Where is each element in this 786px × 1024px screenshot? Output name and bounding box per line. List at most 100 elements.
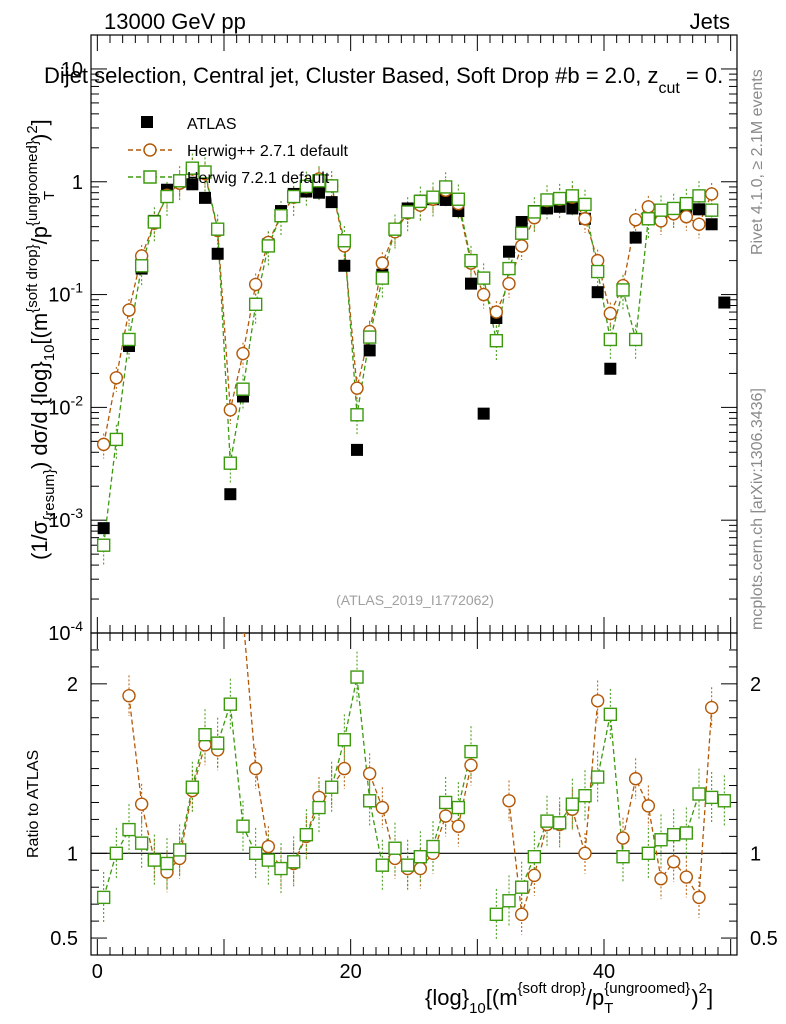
herwigpp-ratio-point <box>679 870 694 884</box>
herwig7-ratio-line <box>103 676 725 915</box>
xlab-s3b: T <box>604 1000 613 1017</box>
herwigpp-data-point <box>641 200 656 214</box>
herwig7-ratio-point <box>704 790 719 805</box>
herwig7-ratio-point <box>451 800 466 815</box>
herwig7-data-point <box>261 239 276 253</box>
herwig7-ratio-point <box>261 853 276 867</box>
atlas-data-point <box>199 191 211 204</box>
herwig7-ratio-point <box>527 850 542 864</box>
herwig7-ratio-point <box>413 850 428 864</box>
y-tick-base: 10 <box>61 59 83 81</box>
herwigpp-ratio-point <box>578 846 592 861</box>
herwig7-data-point <box>375 271 390 285</box>
xlab-s1: 10 <box>469 1000 486 1017</box>
legend-atlas-label: ATLAS <box>187 116 237 133</box>
y-tick-base: 10 <box>48 397 70 419</box>
main-series-layer <box>96 153 731 567</box>
herwig7-data-point <box>565 189 580 203</box>
herwig7-ratio-point <box>172 843 187 857</box>
herwig7-ratio-point <box>603 707 618 722</box>
herwigpp-data-point <box>679 210 694 224</box>
herwig7-ratio-point <box>590 770 605 784</box>
herwigpp-data-point <box>704 187 719 201</box>
herwigpp-data-point <box>248 277 263 292</box>
herwigpp-data-point <box>578 212 592 226</box>
xlab-p3: /p <box>586 985 604 1010</box>
ratio-y-tick-label-right: 0.5 <box>750 928 778 950</box>
herwig7-data-point <box>679 196 694 211</box>
herwigpp-ratio-point <box>641 799 656 813</box>
herwigpp-ratio-point <box>248 761 263 776</box>
herwig7-data-point <box>147 215 162 229</box>
plot-title-main: Dijet selection, Central jet, Cluster Ba… <box>44 63 658 88</box>
herwig7-ratio-point <box>578 788 592 803</box>
plot-title-sub: cut <box>658 80 680 97</box>
ratio-y-tick-label-right: 2 <box>750 674 761 696</box>
herwig7-data-point <box>413 194 428 209</box>
ratio-y-axis-label: Ratio to ATLAS <box>25 750 42 858</box>
herwig7-data-point <box>502 261 516 276</box>
herwigpp-ratio-point <box>692 890 706 905</box>
atlas-data-point <box>325 196 338 209</box>
ratio-y-tick-label: 1 <box>67 843 78 865</box>
herwig7-data-point <box>400 205 415 219</box>
herwig7-data-point <box>362 330 377 344</box>
legend-herwig7-marker <box>143 170 157 184</box>
herwigpp-data-point <box>489 305 504 319</box>
xlab-s2: {soft drop} <box>518 980 586 997</box>
xlab-p1: {log} <box>425 985 469 1010</box>
y-tick-label: 10-4 <box>48 618 83 645</box>
herwig7-ratio-point <box>160 856 174 871</box>
herwigpp-ratio-point <box>237 610 249 622</box>
herwigpp-ratio-point <box>590 694 605 708</box>
y-tick-label: 10-2 <box>48 392 83 419</box>
herwigpp-data-point <box>502 276 516 291</box>
xlab-s4: 2 <box>699 980 707 997</box>
herwigpp-ratio-point <box>666 855 681 869</box>
herwig7-ratio-point <box>616 850 630 864</box>
herwig7-data-point <box>350 408 364 422</box>
ylab-p6: ] <box>27 119 52 125</box>
herwig7-data-point <box>476 271 491 285</box>
atlas-data-point <box>363 344 376 357</box>
herwig7-data-point <box>236 382 250 396</box>
herwig7-data-point <box>274 209 288 223</box>
herwigpp-data-point <box>109 371 124 385</box>
herwigpp-ratio-point <box>261 839 276 854</box>
atlas-data-point <box>629 231 642 244</box>
legend-herwig7-label: Herwig 7.2.1 default <box>187 170 330 187</box>
herwig7-data-point <box>628 332 643 347</box>
atlas-data-point <box>439 193 452 206</box>
ratio-y-tick-label-right: 1 <box>750 843 761 865</box>
herwig7-ratio-point <box>248 846 263 861</box>
y-tick-base: 10 <box>48 623 70 645</box>
y-tick-exponent: -1 <box>71 280 84 296</box>
ylab-s4a: {ungroomed} <box>24 140 41 226</box>
herwigpp-data-point <box>590 253 605 268</box>
herwig7-data-point <box>552 191 567 206</box>
atlas-data-point <box>465 277 477 290</box>
herwigpp-data-point <box>236 346 250 361</box>
herwig7-ratio-point <box>324 780 339 794</box>
herwig7-ratio-point <box>400 858 415 872</box>
herwig7-ratio-point <box>426 839 440 854</box>
herwigpp-ratio-point <box>464 758 478 772</box>
ylab-p1: (1/σ <box>27 520 52 560</box>
atlas-data-point <box>224 488 237 501</box>
herwig7-ratio-point <box>540 814 554 828</box>
herwig7-ratio-point <box>350 670 364 684</box>
ylab-p4: /p <box>27 226 52 244</box>
xlab-s3a: {ungroomed} <box>604 980 690 997</box>
x-tick-label: 0 <box>92 961 103 983</box>
herwig7-ratio-point <box>109 846 124 861</box>
atlas-data-point <box>693 203 705 216</box>
herwig7-data-point <box>641 212 656 226</box>
herwig7-ratio-point <box>464 744 478 759</box>
herwig7-data-point <box>172 174 187 188</box>
ylab-p2: ) dσ/d {log} <box>27 361 52 469</box>
herwig7-data-point <box>654 203 668 217</box>
herwigpp-ratio-point <box>375 800 390 815</box>
legend-herwigpp-marker <box>143 143 157 157</box>
